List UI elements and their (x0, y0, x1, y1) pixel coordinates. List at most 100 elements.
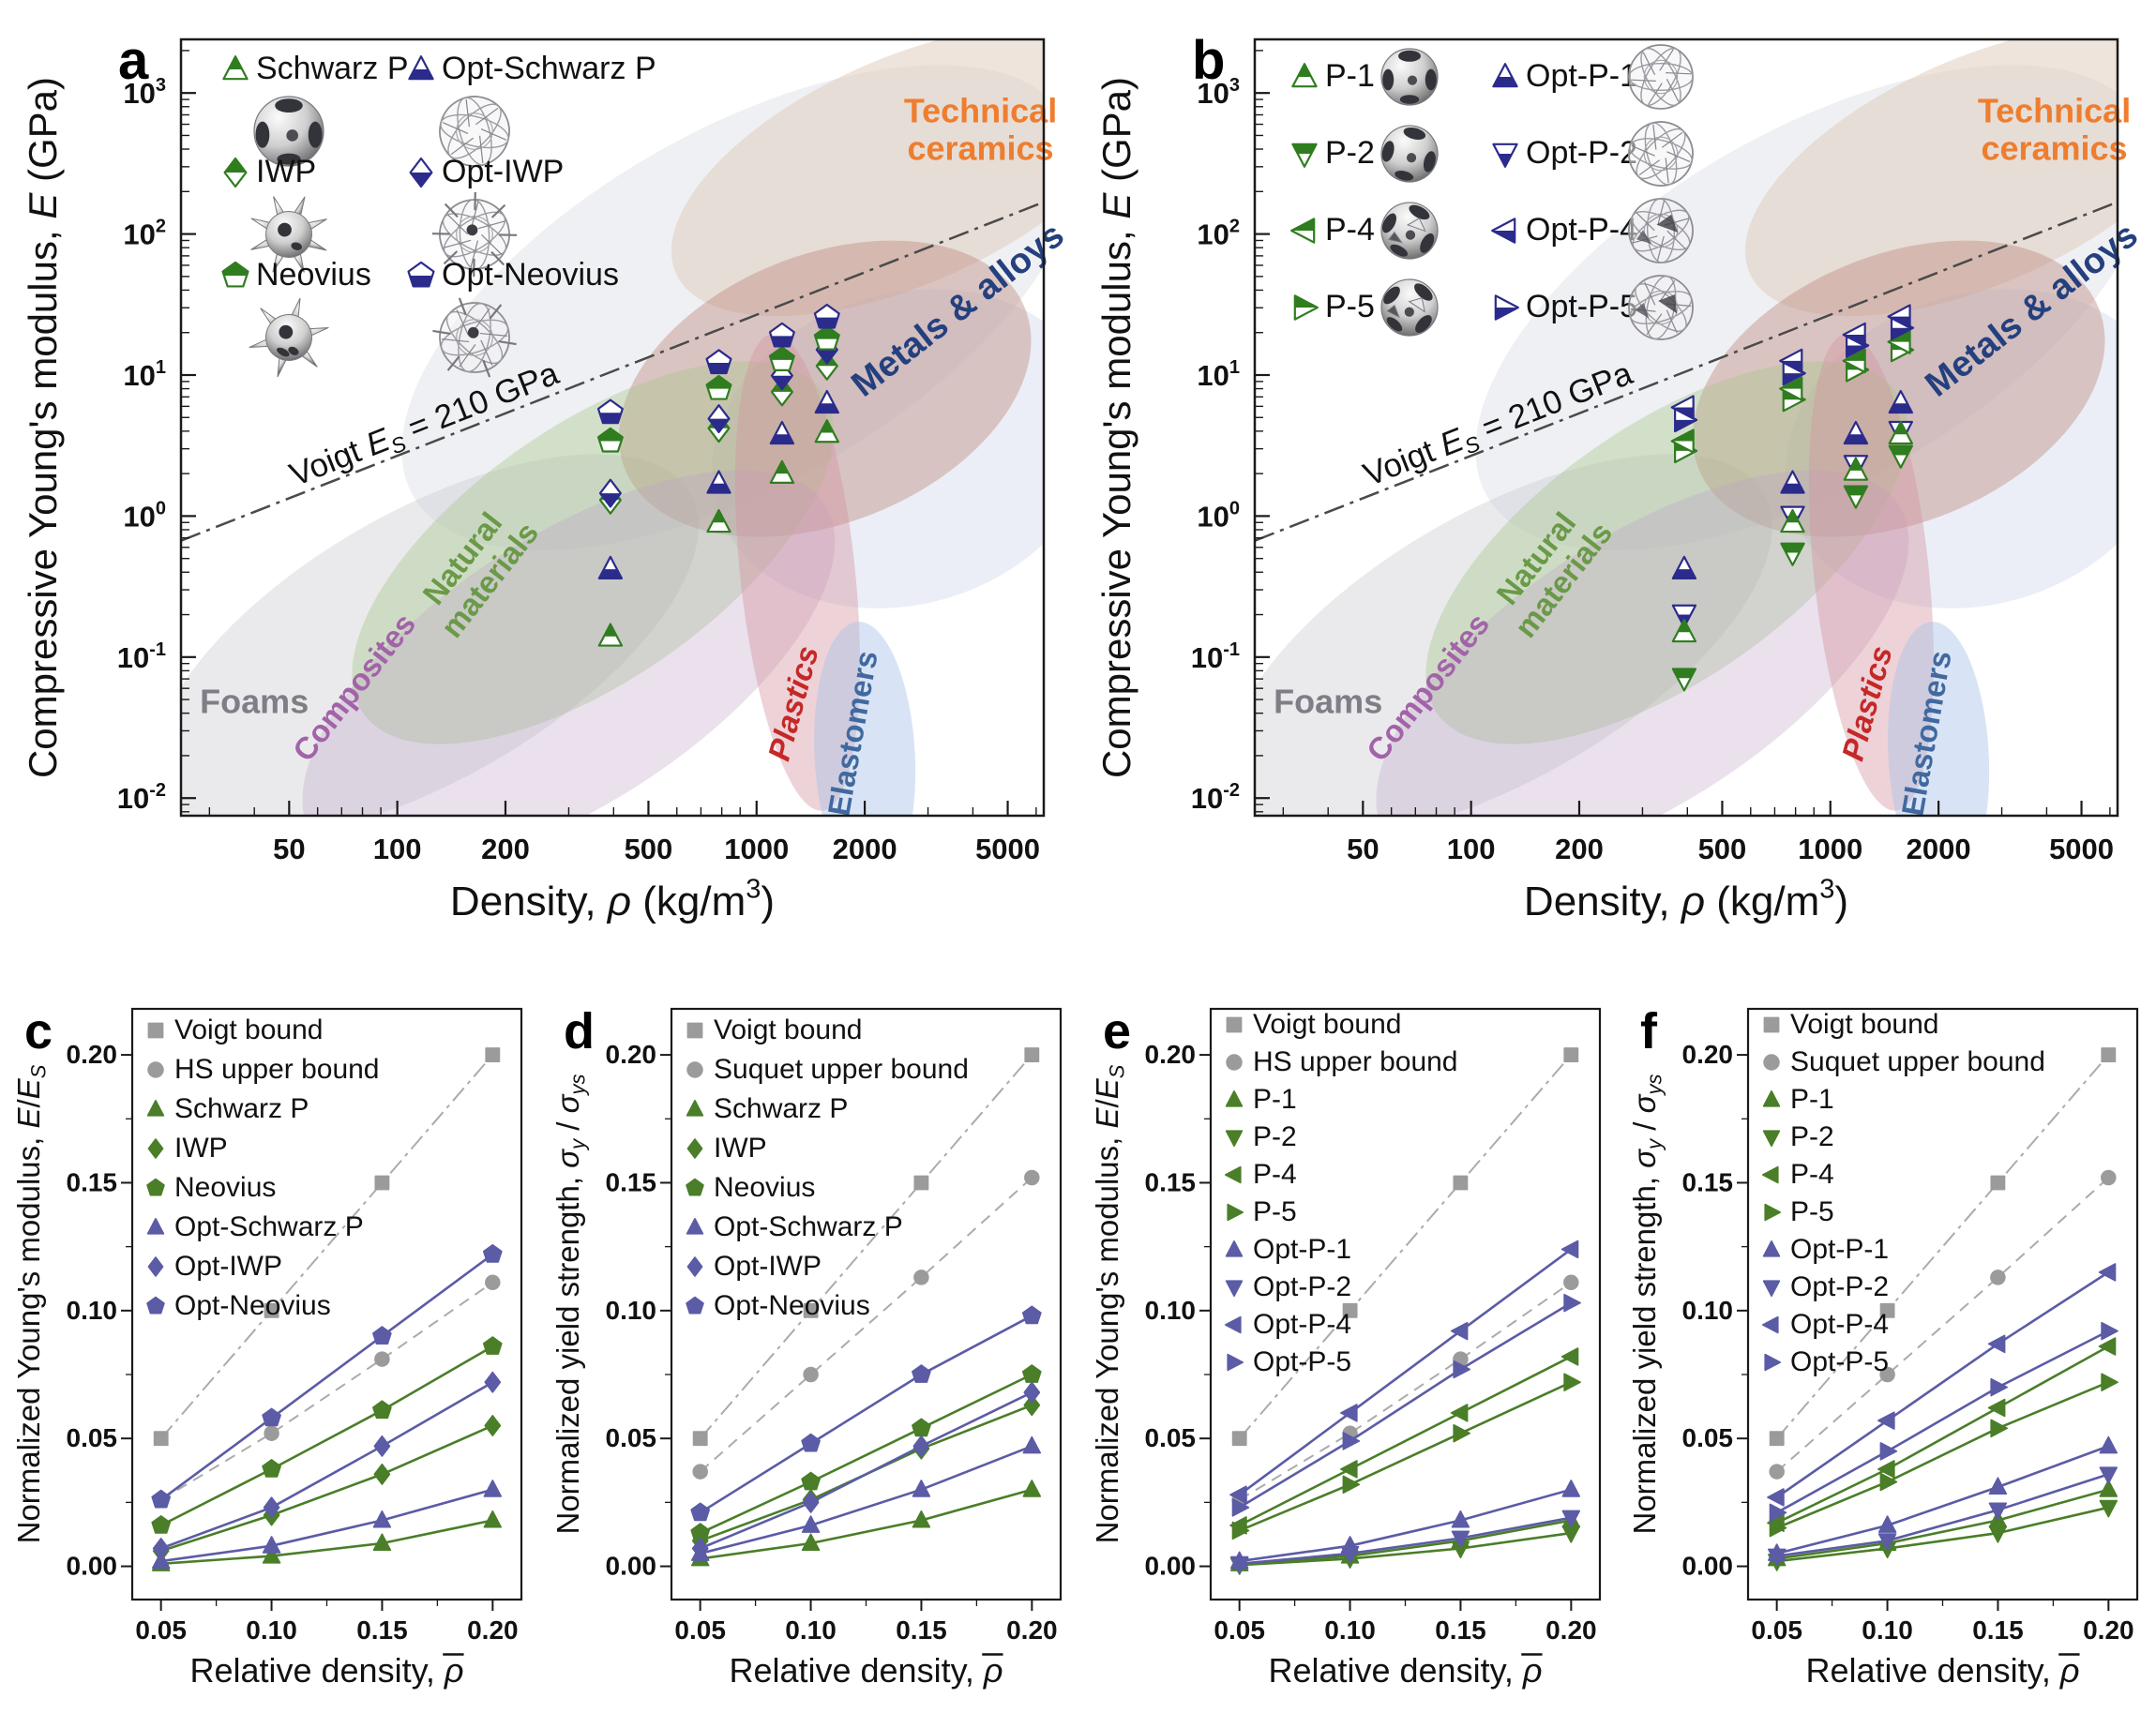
x-tick-label: 0.05 (1751, 1615, 1802, 1645)
marker-sq (1453, 1175, 1469, 1191)
legend-item-opt-p-1: Opt-P-1 (1492, 44, 1694, 110)
marker-tu (408, 55, 434, 81)
wire-neo-structure-image (432, 297, 517, 378)
legend-label: P-4 (1325, 212, 1375, 248)
legend-label: Opt-P-1 (1253, 1234, 1351, 1265)
x-tick-label: 0.05 (1214, 1615, 1265, 1645)
blue-right-sweep-region (711, 289, 1044, 609)
panel-c-normalized-modulus-tpms: 0.05 0.10 0.15 0.20 0.00 0.05 0.10 0.15 0.20 Rela… (6, 981, 540, 1728)
marker-tl (1670, 428, 1695, 454)
marker-pe (372, 1400, 392, 1420)
marker-pe (146, 1178, 165, 1196)
x-tick-label: 0.15 (896, 1615, 947, 1645)
legend-label: Suquet upper bound (1790, 1046, 2045, 1077)
marker-tu (1762, 1090, 1781, 1107)
legend-item-p-5: P-5 (1293, 278, 1439, 337)
marker-tr (1227, 1203, 1244, 1222)
x-tick-label: 500 (1698, 833, 1747, 865)
y-tick-label: 0.10 (1145, 1296, 1197, 1325)
voigt-line (1255, 201, 2118, 542)
legend-item-voigt: Voigt bound (1763, 1009, 1938, 1040)
marker-tl (1842, 348, 1866, 374)
marker-sq (686, 1022, 703, 1039)
marker-td (1767, 1548, 1787, 1567)
composites-region (302, 470, 836, 816)
marker-tu (1291, 63, 1318, 88)
x-tick-label: 0.20 (1545, 1615, 1597, 1645)
legend-item-opt-neovius: Opt-Neovius (407, 257, 619, 378)
marker-sq (1226, 1016, 1243, 1033)
axes (660, 1007, 1063, 1611)
marker-tl (2098, 1337, 2117, 1356)
marker-td (1888, 444, 1913, 469)
marker-pe (482, 1336, 503, 1355)
natural-materials-region (352, 361, 834, 744)
marker-tl (1491, 218, 1516, 244)
x-tick-label: 0.05 (674, 1615, 726, 1645)
y-axis-title: Normalized yield strength, σy / σys (550, 1074, 590, 1535)
wire-facet-structure-image (1628, 275, 1694, 340)
marker-tr (1293, 294, 1319, 321)
marker-di (686, 1256, 703, 1277)
foams-label: Foams (200, 683, 309, 721)
legend-item-opt-schwarz-p: Opt-Schwarz P (686, 1211, 903, 1242)
marker-di (707, 404, 731, 434)
series-opt-schwarz-p (151, 1480, 503, 1570)
wire-sphere-structure-image (1628, 44, 1694, 110)
material-regions (181, 39, 1044, 816)
marker-pe (768, 346, 795, 371)
marker-tu (1225, 1240, 1244, 1257)
foams-region (1255, 454, 1772, 816)
legend-label: P-2 (1253, 1121, 1297, 1152)
series-opt-iwp (691, 1381, 1041, 1559)
legend-item-opt-p-4: Opt-P-4 (1762, 1309, 1889, 1340)
marker-sq (913, 1175, 929, 1191)
panel-b-ashby-modulus-p-family: Voigt ES = 210 GPa Foams Natural materials C… (1081, 4, 2150, 979)
legend-item-opt-neovius: Opt-Neovius (146, 1290, 331, 1321)
marker-sq (374, 1175, 390, 1191)
foams-label-line: Foams (1274, 683, 1382, 721)
y-tick-label: 102 (123, 217, 166, 251)
marker-tu (912, 1480, 931, 1497)
y-tick-label: 0.15 (606, 1167, 657, 1196)
marker-tr (1453, 1360, 1470, 1379)
axes (1199, 1007, 1602, 1611)
series-schwarz-p (597, 419, 839, 647)
ashby-chart-a: Voigt ES = 210 GPaFoamsNaturalmaterialsC… (8, 4, 1077, 974)
ashby-chart-b: Voigt ES = 210 GPaFoamsNaturalmaterialsC… (1081, 4, 2150, 974)
legend-label: Opt-Schwarz P (714, 1211, 903, 1242)
legend-item-opt-p-4: Opt-P-4 (1225, 1309, 1351, 1340)
marker-tl (1767, 1488, 1785, 1507)
marker-tu (1762, 1240, 1781, 1257)
marker-ci (374, 1351, 390, 1367)
series-opt-schwarz-p (597, 389, 839, 579)
series-suquet (692, 1169, 1040, 1480)
x-tick-label: 200 (1555, 833, 1604, 865)
legend-item-opt-p-1: Opt-P-1 (1225, 1234, 1351, 1265)
marker-tr (1231, 1521, 1250, 1540)
marker-di (686, 1138, 703, 1159)
marker-tu (1492, 63, 1518, 88)
marker-di (373, 1435, 391, 1457)
technical-ceramics-label-line: Technical (904, 91, 1057, 129)
legend-item-p-1: P-1 (1762, 1084, 1834, 1115)
marker-sq (2101, 1047, 2117, 1063)
series-opt-neovius (596, 303, 840, 425)
legend-label: Opt-Neovius (174, 1290, 331, 1321)
marker-sq (485, 1047, 501, 1063)
marker-di (1023, 1381, 1041, 1404)
y-tick-label: 10-2 (1191, 780, 1240, 815)
legend-label: Schwarz P (714, 1093, 848, 1124)
y-tick-label: 100 (123, 498, 166, 533)
series-opt-p-4 (1229, 1240, 1579, 1504)
legend: Voigt bound HS upper bound Schwarz P IWP Neo… (146, 1014, 380, 1321)
marker-pe (686, 1296, 704, 1315)
legend-item-opt-schwarz-p: Opt-Schwarz P (146, 1211, 364, 1242)
y-tick-label: 0.00 (1682, 1552, 1734, 1581)
y-tick-label: 0.20 (606, 1040, 657, 1069)
x-tick-label: 5000 (975, 833, 1040, 865)
marker-tu (262, 1546, 281, 1564)
marker-tu (769, 459, 795, 484)
marker-td (1671, 668, 1697, 692)
marker-sq (147, 1022, 164, 1039)
